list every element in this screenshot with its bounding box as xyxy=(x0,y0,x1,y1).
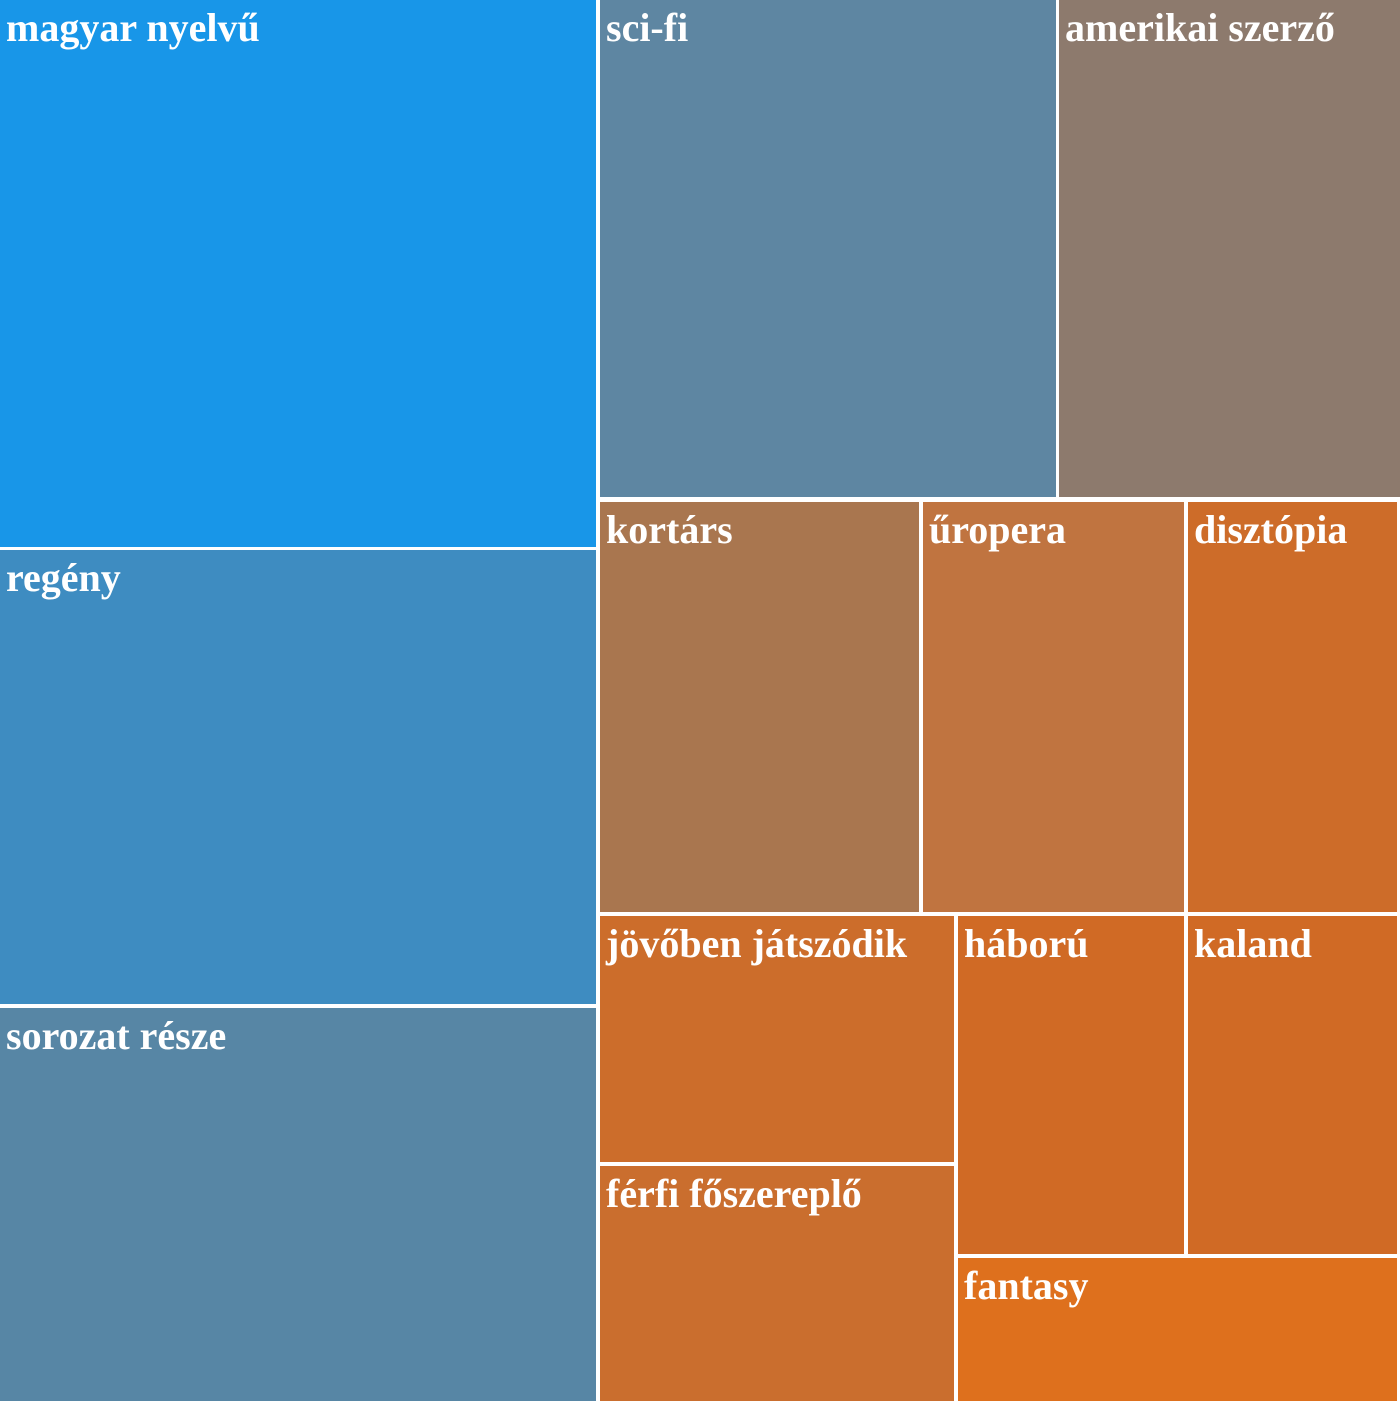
tile-jovoben-jatszodik-label: jövőben játszódik xyxy=(606,921,908,966)
tile-haboru-label: háború xyxy=(964,921,1089,966)
tile-amerikai-szerzo[interactable]: amerikai szerző xyxy=(1059,0,1400,497)
tile-magyar-nyelvu-label: magyar nyelvű xyxy=(6,5,260,50)
tile-fantasy-label: fantasy xyxy=(964,1263,1089,1308)
tile-uropera[interactable]: űropera xyxy=(923,502,1184,912)
tile-fantasy[interactable]: fantasy xyxy=(958,1258,1397,1401)
tile-disztopia[interactable]: disztópia xyxy=(1188,502,1397,912)
tile-sorozat-resze-label: sorozat része xyxy=(6,1013,227,1058)
tile-sorozat-resze[interactable]: sorozat része xyxy=(0,1008,596,1401)
tile-kortars[interactable]: kortárs xyxy=(600,502,919,912)
tile-sci-fi-label: sci-fi xyxy=(606,5,689,50)
tile-kortars-label: kortárs xyxy=(606,507,733,552)
tile-kaland[interactable]: kaland xyxy=(1188,916,1397,1254)
tile-sci-fi[interactable]: sci-fi xyxy=(600,0,1056,497)
tile-ferfi-foszereplo[interactable]: férfi főszereplő xyxy=(600,1166,954,1401)
tile-haboru[interactable]: háború xyxy=(958,916,1184,1254)
tile-regeny[interactable]: regény xyxy=(0,550,596,1004)
tile-uropera-label: űropera xyxy=(929,507,1067,552)
tile-magyar-nyelvu[interactable]: magyar nyelvű xyxy=(0,0,596,547)
tile-ferfi-foszereplo-label: férfi főszereplő xyxy=(606,1171,862,1216)
tile-regeny-label: regény xyxy=(6,555,121,600)
tile-amerikai-szerzo-label: amerikai szerző xyxy=(1065,5,1335,50)
tile-kaland-label: kaland xyxy=(1194,921,1312,966)
tile-jovoben-jatszodik[interactable]: jövőben játszódik xyxy=(600,916,954,1162)
tile-disztopia-label: disztópia xyxy=(1194,507,1348,552)
